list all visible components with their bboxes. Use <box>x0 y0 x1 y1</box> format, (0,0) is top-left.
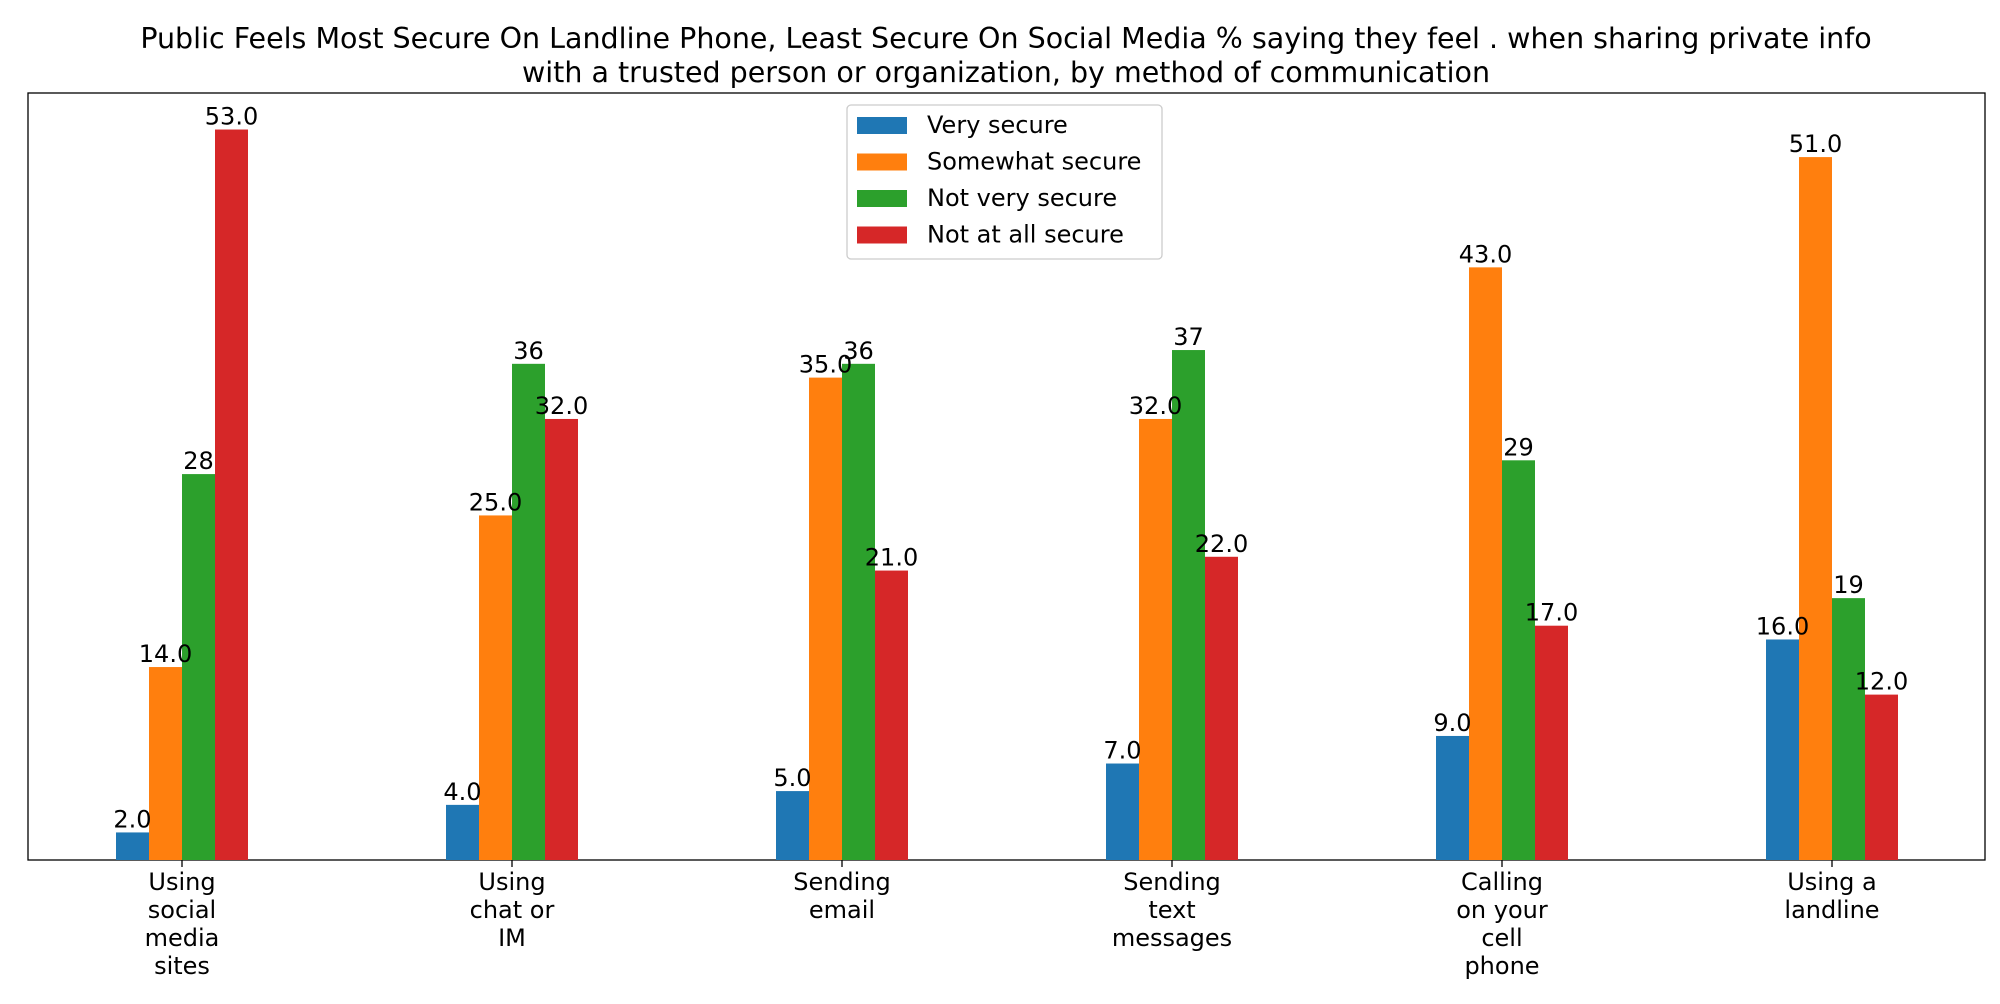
x-tick-label: email <box>809 896 875 924</box>
legend-swatch <box>857 154 907 171</box>
bar-not-very-secure <box>1832 598 1865 860</box>
bar-value-label: 14.0 <box>139 640 192 668</box>
x-tick-label: on your <box>1456 896 1548 924</box>
x-tick-label: Sending <box>793 868 891 896</box>
bar-value-label: 4.0 <box>443 778 481 806</box>
bar-very-secure <box>1106 764 1139 860</box>
x-tick-label: landline <box>1784 896 1879 924</box>
bar-not-at-all-secure <box>875 571 908 860</box>
bar-very-secure <box>116 832 149 860</box>
legend-swatch <box>857 190 907 207</box>
bar-value-label: 53.0 <box>205 103 258 131</box>
bar-value-label: 7.0 <box>1103 737 1141 765</box>
bar-not-at-all-secure <box>545 419 578 860</box>
bar-not-at-all-secure <box>1865 695 1898 860</box>
bar-very-secure <box>1766 639 1799 860</box>
bar-very-secure <box>1436 736 1469 860</box>
bar-value-label: 29 <box>1503 433 1534 461</box>
bar-value-label: 32.0 <box>1129 392 1182 420</box>
x-tick-label: social <box>148 896 216 924</box>
bar-value-label: 28 <box>183 447 214 475</box>
bar-value-label: 9.0 <box>1433 709 1471 737</box>
bar-not-at-all-secure <box>215 130 248 860</box>
chart-title-line: with a trusted person or organization, b… <box>522 56 1490 89</box>
x-tick-label: messages <box>1112 924 1232 952</box>
bar-not-very-secure <box>842 364 875 860</box>
legend: Very secure Somewhat secure Not very secur… <box>847 105 1162 259</box>
bar-not-very-secure <box>1172 350 1205 860</box>
x-tick-label: Using <box>478 868 545 896</box>
legend-label: Somewhat secure <box>927 148 1141 176</box>
bar-value-label: 32.0 <box>535 392 588 420</box>
bar-somewhat-secure <box>809 378 842 860</box>
x-tick-label: text <box>1148 896 1195 924</box>
bar-value-label: 43.0 <box>1459 240 1512 268</box>
legend-label: Very secure <box>927 111 1068 139</box>
bar-not-at-all-secure <box>1205 557 1238 860</box>
bar-somewhat-secure <box>149 667 182 860</box>
x-tick-label: Using <box>148 868 215 896</box>
x-tick-label: Using a <box>1787 868 1877 896</box>
bar-value-label: 36 <box>513 337 544 365</box>
bar-somewhat-secure <box>1469 267 1502 860</box>
x-tick-label: sites <box>154 952 210 980</box>
x-tick-label: Calling <box>1461 868 1543 896</box>
bar-value-label: 16.0 <box>1756 612 1809 640</box>
x-tick-label: chat or <box>470 896 555 924</box>
bar-somewhat-secure <box>1139 419 1172 860</box>
x-tick-label: cell <box>1481 924 1522 952</box>
bar-not-very-secure <box>512 364 545 860</box>
bar-value-label: 5.0 <box>773 764 811 792</box>
x-tick-label: IM <box>498 924 526 952</box>
bar-value-label: 17.0 <box>1525 599 1578 627</box>
bar-not-very-secure <box>1502 460 1535 860</box>
legend-swatch <box>857 227 907 244</box>
x-tick-label: media <box>145 924 220 952</box>
bar-very-secure <box>446 805 479 860</box>
chart-title: Public Feels Most Secure On Landline Pho… <box>140 22 1871 89</box>
bar-somewhat-secure <box>479 515 512 860</box>
bar-value-label: 19 <box>1833 571 1864 599</box>
chart-title-line: Public Feels Most Secure On Landline Pho… <box>140 22 1871 55</box>
bar-value-label: 21.0 <box>865 544 918 572</box>
bar-value-label: 36 <box>843 337 874 365</box>
bar-value-label: 51.0 <box>1789 130 1842 158</box>
legend-swatch <box>857 117 907 134</box>
bar-value-label: 25.0 <box>469 488 522 516</box>
bar-value-label: 37 <box>1173 323 1204 351</box>
legend-label: Not at all secure <box>927 221 1124 249</box>
bar-very-secure <box>776 791 809 860</box>
x-tick-label: Sending <box>1123 868 1221 896</box>
bar-somewhat-secure <box>1799 157 1832 860</box>
bar-value-label: 22.0 <box>1195 530 1248 558</box>
legend-label: Not very secure <box>927 184 1117 212</box>
bar-value-label: 12.0 <box>1855 668 1908 696</box>
bar-value-label: 2.0 <box>113 805 151 833</box>
bar-not-at-all-secure <box>1535 626 1568 860</box>
x-tick-label: phone <box>1464 952 1539 980</box>
